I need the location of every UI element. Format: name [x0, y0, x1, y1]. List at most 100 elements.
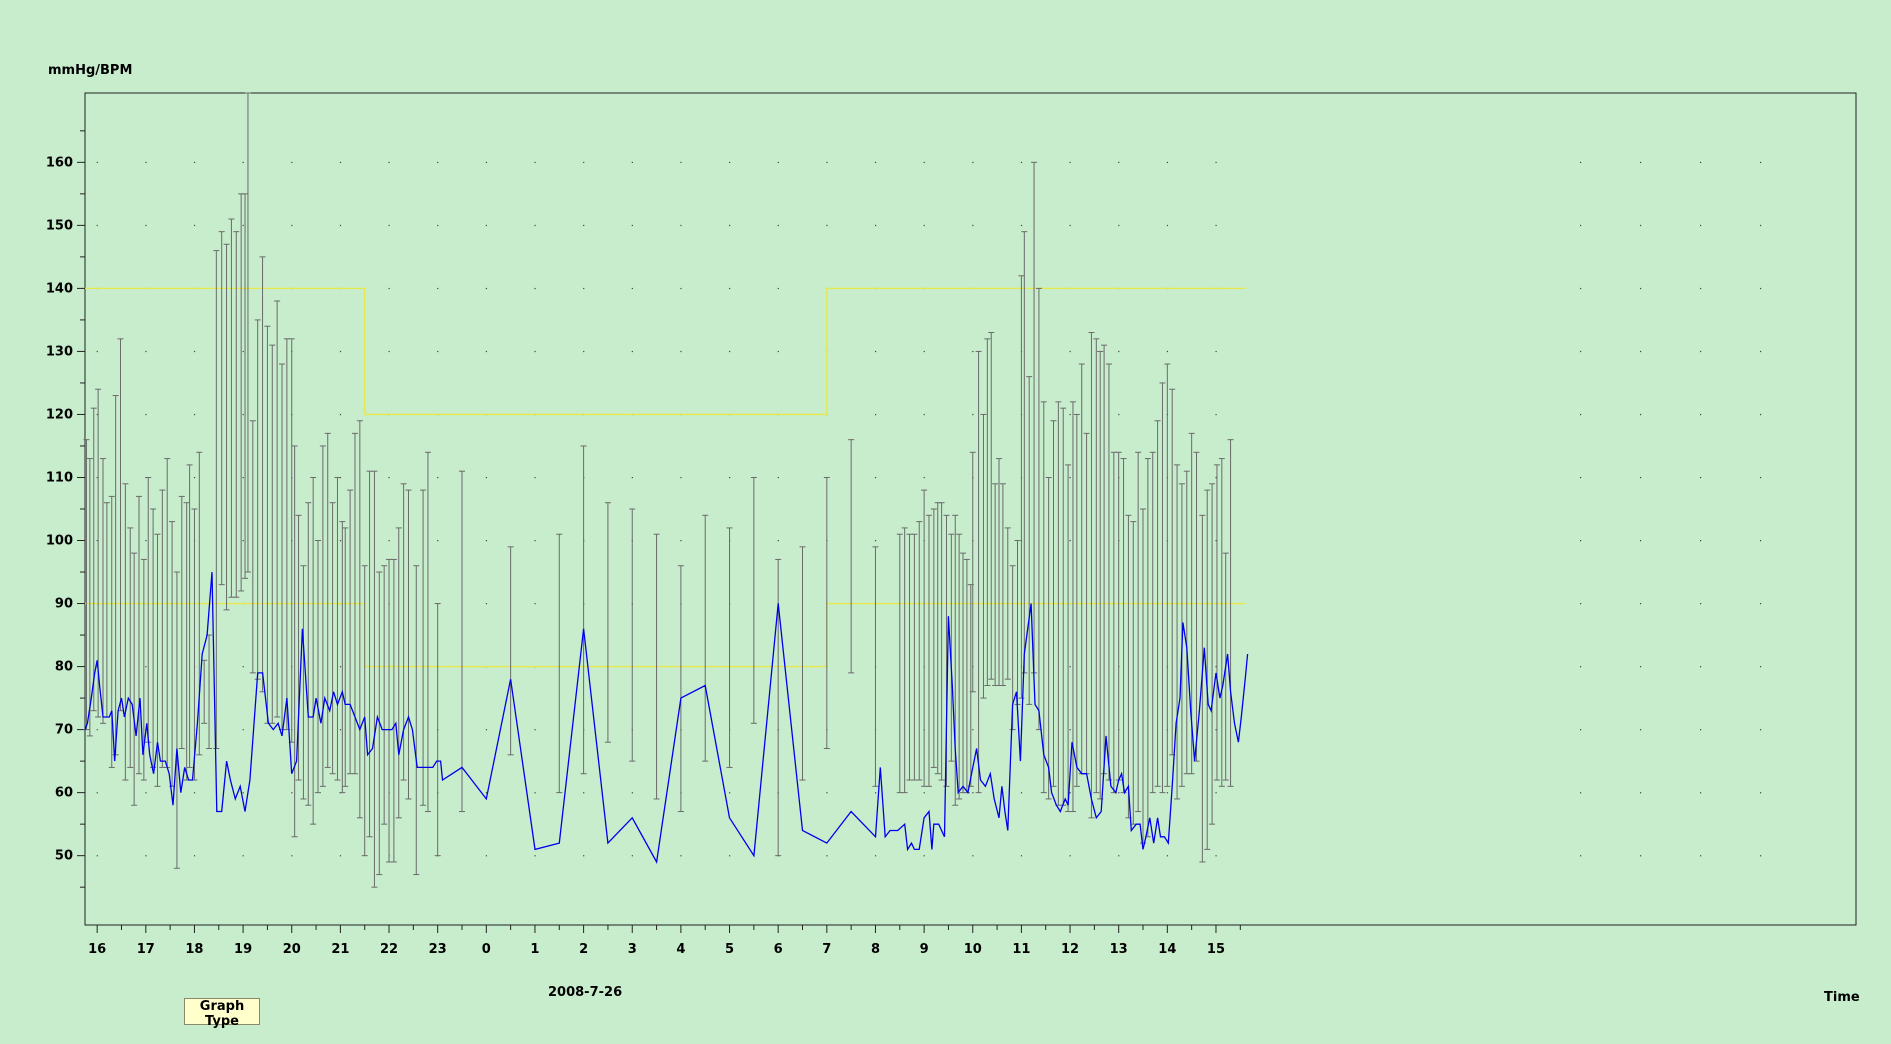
x-tick-label: 16	[88, 942, 106, 957]
bp-range-bar	[95, 388, 102, 718]
bp-range-bar	[1031, 161, 1038, 674]
bp-range-bar	[1159, 382, 1166, 794]
grid-dot	[972, 855, 974, 857]
x-tick-label: 2	[579, 942, 588, 957]
graph-type-button[interactable]: Graph Type	[184, 998, 260, 1029]
grid-dot	[1215, 855, 1217, 857]
bp-range-bars	[83, 92, 1234, 888]
grid-dot	[1640, 476, 1642, 479]
grid-dot	[242, 666, 244, 668]
bp-range-bar	[1149, 451, 1156, 794]
grid-dot	[534, 729, 536, 731]
grid-dot	[96, 413, 98, 416]
bp-range-bar	[145, 476, 152, 743]
grid-dot	[1700, 729, 1702, 731]
y-tick-label: 50	[55, 849, 73, 864]
grid-dot	[437, 161, 439, 164]
bp-range-bar	[154, 533, 161, 787]
bp-range-bar	[901, 527, 908, 794]
bp-range-bar	[952, 514, 959, 806]
x-tick-label: 8	[871, 942, 880, 957]
grid-dot	[923, 224, 925, 227]
grid-dot	[96, 855, 98, 857]
grid-dot	[96, 476, 98, 479]
grid-dot	[534, 855, 536, 857]
grid-dot	[1700, 476, 1702, 479]
bp-range-bar	[169, 521, 176, 787]
grid-dot	[631, 161, 633, 164]
grid-dot	[339, 413, 342, 416]
bp-range-bar	[213, 250, 220, 750]
grid-dot	[631, 792, 633, 794]
grid-dot	[1700, 161, 1702, 164]
grid-dot	[1215, 161, 1217, 164]
bp-range-bar	[356, 420, 363, 819]
x-tick-label: 20	[283, 942, 301, 957]
grid-dot	[777, 161, 779, 164]
grid-dot	[534, 792, 536, 794]
grid-dot	[1580, 603, 1582, 605]
bp-range-bar	[925, 514, 932, 787]
bp-range-bar	[381, 565, 388, 825]
grid-dot	[631, 287, 633, 290]
grid-dot	[388, 224, 390, 227]
x-tick-label: 5	[725, 942, 734, 957]
grid-dot	[923, 476, 925, 479]
grid-dot	[1020, 855, 1023, 857]
grid-dot	[339, 855, 342, 857]
grid-dot	[1166, 792, 1169, 794]
bp-range-bar	[969, 451, 976, 693]
grid-dot	[1069, 350, 1071, 353]
bp-range-bar	[1105, 363, 1112, 781]
grid-dot	[437, 540, 439, 542]
grid-dot	[1215, 792, 1217, 794]
grid-dot	[729, 161, 731, 164]
bp-range-bar	[848, 439, 855, 674]
bp-range-bar	[1045, 476, 1052, 800]
grid-dot	[1118, 161, 1120, 164]
grid-dot	[1760, 287, 1762, 290]
grid-dot	[96, 792, 98, 794]
bp-range-bar	[1135, 451, 1142, 813]
grid-dot	[1640, 224, 1642, 227]
x-tick-label: 11	[1012, 942, 1030, 957]
grid-dot	[534, 476, 536, 479]
grid-dot	[1640, 413, 1642, 416]
bp-range-bar	[1154, 420, 1161, 787]
bp-range-bar	[264, 325, 271, 724]
grid-dot	[1760, 603, 1762, 605]
grid-dot	[339, 224, 342, 227]
grid-dot	[1700, 792, 1702, 794]
grid-dot	[777, 224, 779, 227]
grid-dot	[631, 476, 633, 479]
bp-range-bar	[1209, 483, 1216, 825]
grid-dot	[777, 476, 779, 479]
bp-range-bar	[310, 476, 317, 825]
grid-dot	[1118, 224, 1120, 227]
bp-range-bar	[242, 193, 249, 579]
bp-range-bar	[988, 332, 995, 680]
grid-dot	[1700, 540, 1702, 542]
grid-dot	[145, 161, 147, 164]
grid-dot	[339, 476, 342, 479]
grid-dot	[534, 287, 536, 290]
grid-dot	[1166, 855, 1169, 857]
grid-dot	[1760, 855, 1762, 857]
grid-dot	[291, 855, 293, 857]
grid-dot	[485, 729, 488, 731]
bp-range-bar	[1093, 338, 1100, 794]
bp-range-bar	[274, 300, 281, 718]
bp-range-bar	[135, 495, 142, 775]
grid-dot	[1580, 224, 1582, 227]
grid-dot	[1215, 476, 1217, 479]
grid-dot	[1069, 666, 1071, 668]
bp-range-bar	[1088, 332, 1095, 819]
bp-range-bar	[996, 458, 1003, 686]
grid-dot	[1166, 350, 1169, 353]
grid-dot	[1760, 413, 1762, 416]
bp-range-bar	[507, 546, 514, 756]
bp-range-bar	[291, 445, 298, 838]
grid-dot	[1700, 855, 1702, 857]
bp-range-bar	[386, 558, 393, 863]
grid-dot	[193, 413, 196, 416]
